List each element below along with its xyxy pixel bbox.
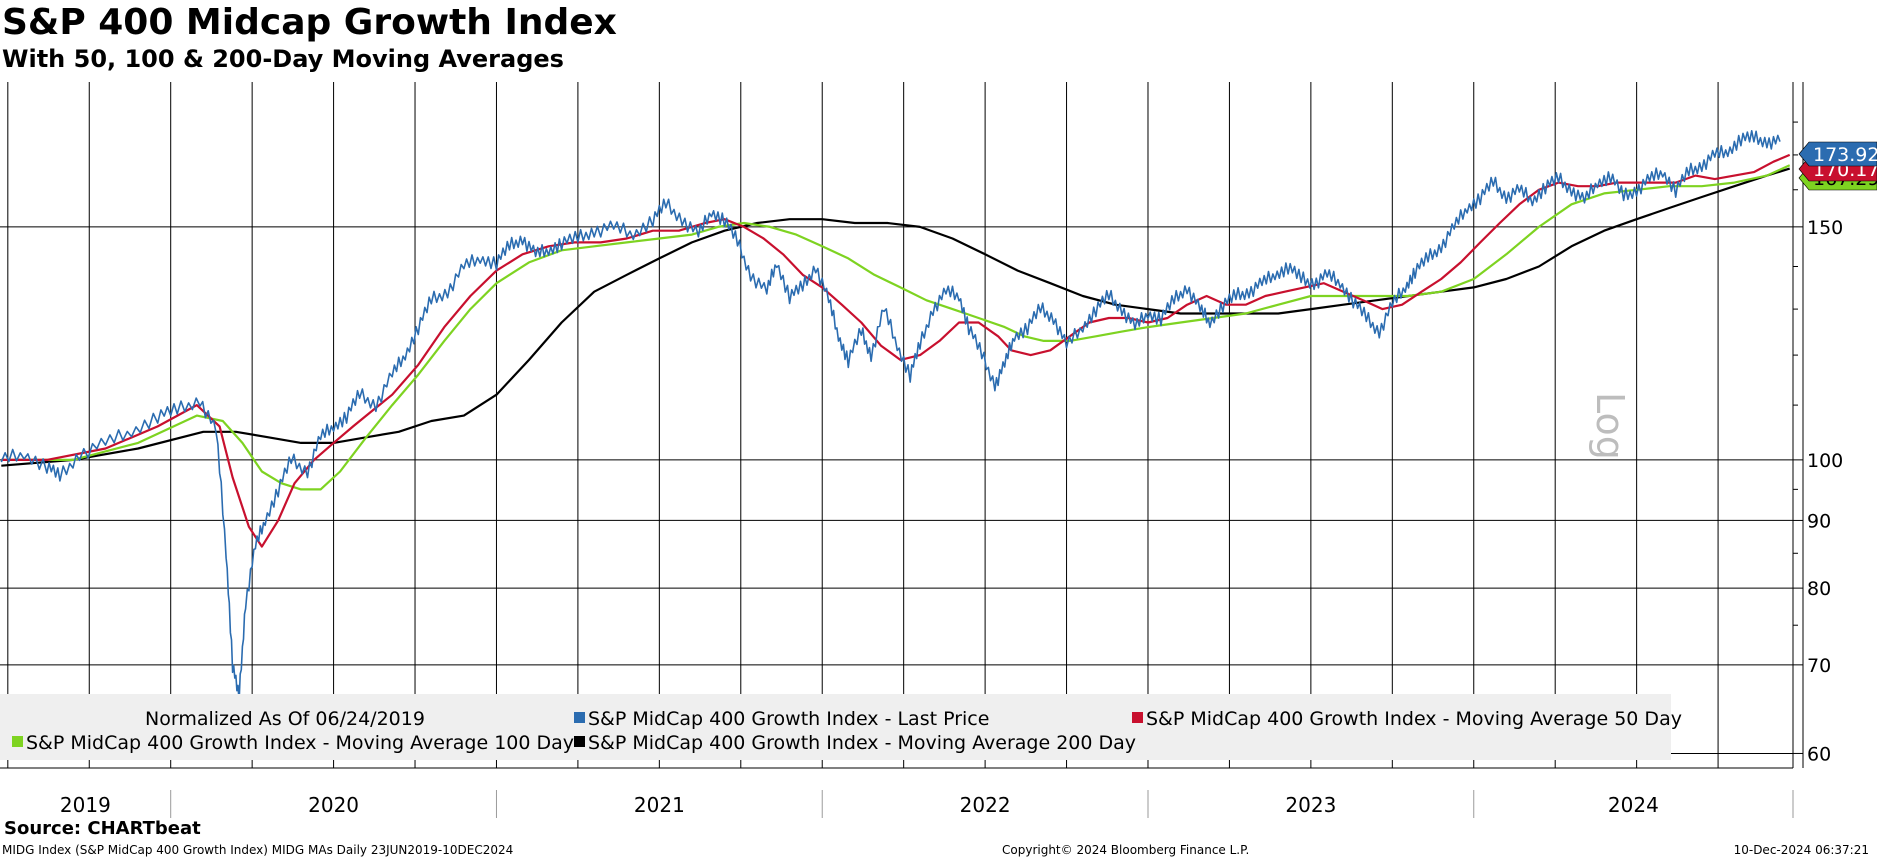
legend-entry: S&P MidCap 400 Growth Index - Last Price: [588, 708, 989, 730]
y-tick-label: 60: [1807, 743, 1831, 765]
plot-background: [0, 82, 1793, 768]
x-year-label: 2024: [1608, 793, 1659, 817]
y-tick-label: 70: [1807, 655, 1831, 677]
legend-note: Normalized As Of 06/24/2019: [145, 708, 425, 730]
y-tick-label: 80: [1807, 578, 1831, 600]
legend-entry: S&P MidCap 400 Growth Index - Moving Ave…: [588, 732, 1136, 754]
chart-title: S&P 400 Midcap Growth Index: [2, 2, 617, 43]
footer-copyright: Copyright© 2024 Bloomberg Finance L.P.: [1002, 843, 1250, 857]
legend-swatch: [1132, 712, 1143, 723]
series-line-last-price: [0, 130, 1781, 703]
legend-entry: S&P MidCap 400 Growth Index - Moving Ave…: [26, 732, 574, 754]
value-badge-label-last-price: 173.92: [1813, 144, 1877, 166]
x-year-label: 2020: [308, 793, 359, 817]
x-year-label: 2021: [634, 793, 685, 817]
legend-entry: S&P MidCap 400 Growth Index - Moving Ave…: [1146, 708, 1682, 730]
x-year-label: 2022: [960, 793, 1011, 817]
x-year-label: 2023: [1285, 793, 1336, 817]
series-line-ma200: [1, 167, 1791, 467]
series-layer: [0, 130, 1791, 703]
series-line-ma50: [1, 153, 1791, 548]
y-tick-label: 100: [1807, 450, 1843, 472]
x-axis-year-labels: 2019 2020 2021 2022 2023 2024: [60, 790, 1794, 818]
y-tick-label: 150: [1807, 217, 1843, 239]
legend-swatch: [12, 736, 23, 747]
scale-label: Log: [1588, 392, 1632, 460]
vertical-gridlines: [7, 82, 1719, 768]
chart-subtitle: With 50, 100 & 200-Day Moving Averages: [2, 45, 564, 73]
footer-timestamp: 10-Dec-2024 06:37:21: [1733, 843, 1869, 857]
value-badge-last-price: [1798, 141, 1877, 167]
x-year-label: 2019: [60, 793, 111, 817]
footer-ticker-info: MIDG Index (S&P MidCap 400 Growth Index)…: [2, 843, 514, 857]
source-label: Source: CHARTbeat: [4, 818, 201, 839]
legend-swatch: [574, 736, 585, 747]
legend: Normalized As Of 06/24/2019 S&P MidCap 40…: [0, 694, 1682, 760]
axis-layer: 60 70 80 90 100 150: [0, 82, 1843, 769]
y-tick-label: 90: [1807, 510, 1831, 532]
legend-background: [0, 694, 1671, 760]
legend-swatch: [574, 712, 585, 723]
series-line-ma100: [1, 164, 1791, 491]
